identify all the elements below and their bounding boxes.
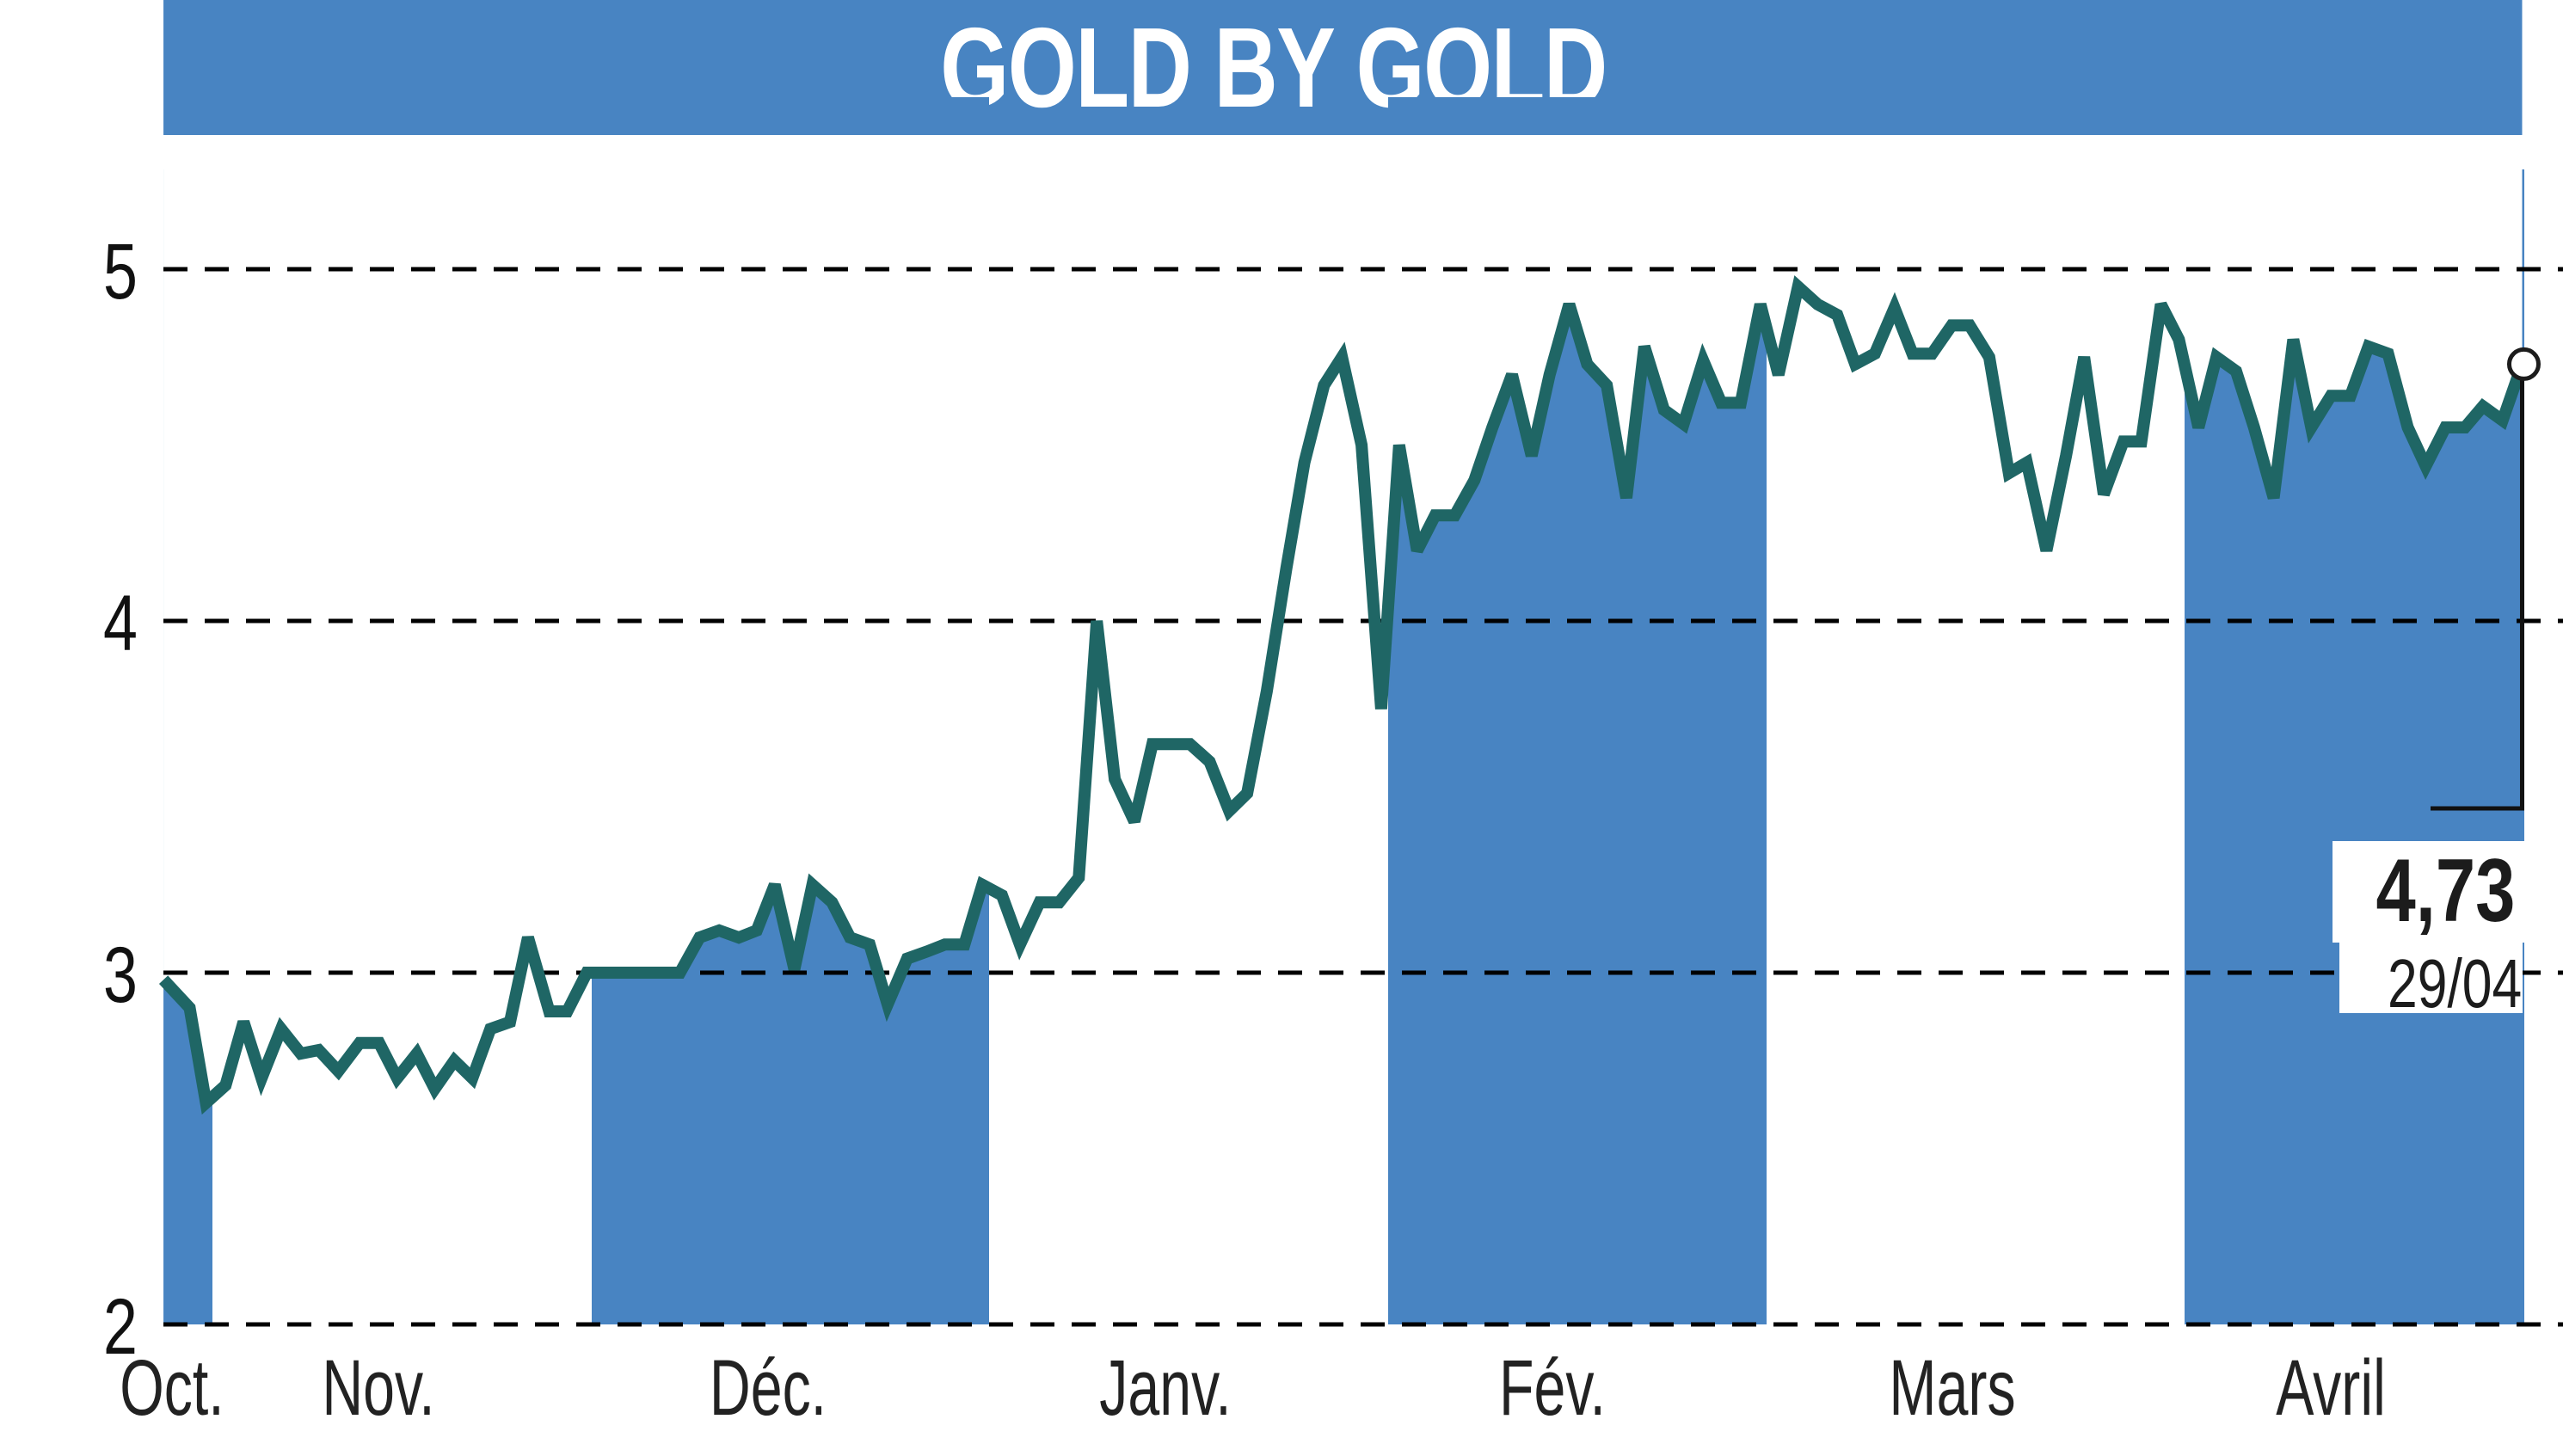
y-tick-label: 4 <box>103 579 138 667</box>
last-value-box <box>2333 841 2526 943</box>
month-bands <box>159 97 2524 1324</box>
x-tick-label: Avril <box>2276 1342 2386 1431</box>
x-tick-label: Janv. <box>1099 1342 1231 1431</box>
last-value: 4,73 <box>2376 841 2515 941</box>
x-tick-label: Déc. <box>710 1342 827 1431</box>
gridlines <box>163 267 2563 1327</box>
x-tick-label: Oct. <box>120 1342 224 1431</box>
price-line-path <box>158 275 2529 1115</box>
last-point-circle-icon <box>2506 347 2541 381</box>
last-point-marker <box>2431 347 2541 811</box>
y-axis-labels: 2 3 4 5 <box>103 227 138 1371</box>
x-axis-labels: Oct. Nov. Déc. Janv. Fév. Mars Avril <box>120 1342 2386 1431</box>
price-line <box>158 275 2529 1115</box>
y-tick-label: 2 <box>103 1282 138 1371</box>
last-date-box <box>2339 943 2523 1013</box>
chart-header: GOLD BY GOLD <box>0 0 2563 135</box>
leader-line <box>2431 379 2524 811</box>
x-tick-label: Mars <box>1889 1342 2015 1431</box>
y-tick-label: 3 <box>103 931 138 1019</box>
y-tick-label: 5 <box>103 227 138 316</box>
last-date: 29/04 <box>2387 945 2522 1022</box>
x-tick-label: Nov. <box>322 1342 434 1431</box>
x-tick-label: Fév. <box>1499 1342 1606 1431</box>
